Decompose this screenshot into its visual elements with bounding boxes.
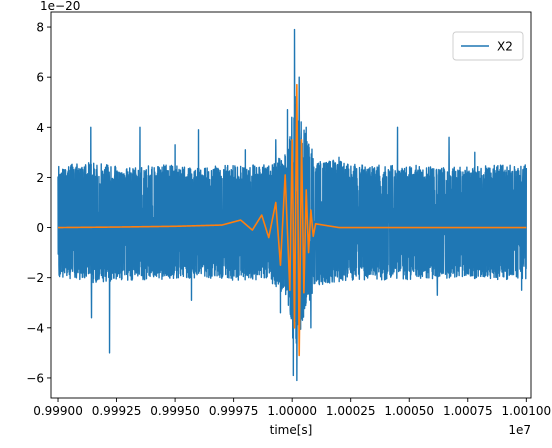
series-x2-line bbox=[57, 28, 528, 382]
x-tick-label: 0.99975 bbox=[209, 404, 259, 418]
x-axis-label: time[s] bbox=[270, 423, 313, 437]
x-tick-label: 1.00075 bbox=[443, 404, 493, 418]
series-layer bbox=[57, 28, 528, 382]
y-tick-label: −2 bbox=[26, 271, 44, 285]
x-tick-label: 1.00000 bbox=[267, 404, 317, 418]
x-tick-label: 0.99925 bbox=[92, 404, 142, 418]
y-tick-label: 0 bbox=[36, 221, 44, 235]
y-tick-label: 8 bbox=[36, 21, 44, 35]
x-tick-label: 1.00100 bbox=[502, 404, 552, 418]
series-chirp-line bbox=[57, 83, 527, 357]
plot-frame bbox=[50, 11, 532, 399]
y-tick-label: −6 bbox=[26, 371, 44, 385]
y-tick-label: 6 bbox=[36, 71, 44, 85]
y-offset-label: 1e−20 bbox=[40, 0, 80, 13]
axes-layer: 0.99900 0.99925 0.99950 0.99975 1.00000 1.000… bbox=[26, 0, 551, 437]
x-tick-label: 1.00050 bbox=[384, 404, 434, 418]
y-tick-label: −4 bbox=[26, 321, 44, 335]
legend: X2 bbox=[452, 31, 524, 61]
x-tick-label: 0.99950 bbox=[150, 404, 200, 418]
y-tick-label: 2 bbox=[36, 171, 44, 185]
x-offset-label: 1e7 bbox=[508, 423, 531, 437]
legend-label-x2: X2 bbox=[497, 40, 513, 54]
x-tick-label: 0.99900 bbox=[33, 404, 83, 418]
y-tick-label: 4 bbox=[36, 121, 44, 135]
x-tick-label: 1.00025 bbox=[326, 404, 376, 418]
